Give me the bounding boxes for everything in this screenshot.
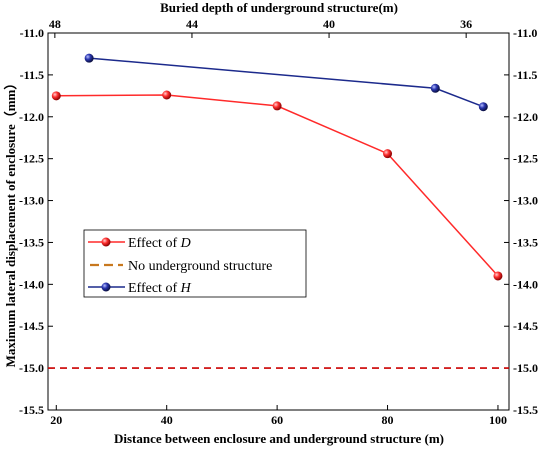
y-tick-label-left: -13.0: [19, 194, 44, 208]
y-tick-label-right: -13.5: [513, 235, 538, 249]
y-tick-label-left: -11.5: [20, 68, 44, 82]
x-tick-label-top: 36: [460, 17, 472, 31]
legend-label-h: Effect of H: [128, 281, 192, 296]
plot-frame: [47, 32, 510, 411]
legend-box: [83, 229, 307, 298]
legend-label-h-var: H: [180, 281, 192, 296]
y-tick-label-right: -12.0: [513, 110, 538, 124]
y-tick-label-left: -12.5: [19, 152, 44, 166]
data-point-0: [272, 101, 282, 111]
legend: Effect of D No underground structure Eff…: [83, 229, 307, 298]
legend-marker-h: [101, 282, 111, 292]
y-tick-label-right: -11.5: [513, 68, 537, 82]
y-tick-label-left: -11.0: [20, 26, 44, 40]
x-ticks-top: 48 44 40 36: [49, 17, 472, 38]
y-tick-label-right: -12.5: [513, 152, 538, 166]
legend-label-h-prefix: Effect of: [128, 281, 181, 296]
legend-label-d-prefix: Effect of: [128, 236, 181, 251]
series-layer: [48, 53, 509, 369]
x-tick-label-top: 40: [323, 17, 335, 31]
y-tick-label-right: -14.0: [513, 277, 538, 291]
x-tick-label-top: 48: [49, 17, 61, 31]
y-tick-label-left: -14.0: [19, 277, 44, 291]
data-point-0: [162, 90, 172, 100]
y-tick-label-right: -15.0: [513, 361, 538, 375]
series-line-2: [89, 57, 484, 108]
x-axis-title-top: Buried depth of underground structure(m): [160, 0, 398, 15]
y-ticks-right: -11.0 -11.5 -12.0 -12.5 -13.0 -13.5 -14.0 -14.5…: [504, 26, 538, 417]
y-axis-title: Maximum lateral displacement of enclosur…: [3, 77, 18, 368]
y-tick-label-left: -14.5: [19, 319, 44, 333]
y-tick-label-right: -13.0: [513, 194, 538, 208]
y-tick-label-left: -15.5: [19, 403, 44, 417]
data-point-0: [493, 271, 503, 281]
y-tick-label-left: -12.0: [19, 110, 44, 124]
y-tick-label-right: -15.5: [513, 403, 538, 417]
legend-marker-d: [101, 237, 111, 247]
x-tick-label-top: 44: [186, 17, 198, 31]
legend-label-d: Effect of D: [128, 236, 191, 251]
data-point-2: [430, 83, 440, 93]
x-tick-label-bottom: 20: [50, 413, 62, 427]
y-tick-label-right: -14.5: [513, 319, 538, 333]
data-point-2: [84, 53, 94, 63]
y-tick-label-right: -11.0: [513, 26, 537, 40]
y-tick-label-left: -15.0: [19, 361, 44, 375]
data-point-0: [383, 149, 393, 159]
x-tick-label-bottom: 100: [489, 413, 507, 427]
x-tick-label-bottom: 60: [271, 413, 283, 427]
x-axis-title-bottom: Distance between enclosure and undergrou…: [114, 431, 444, 446]
legend-label-none: No underground structure: [128, 259, 272, 274]
legend-label-d-var: D: [180, 236, 191, 251]
data-point-2: [478, 102, 488, 112]
x-tick-label-bottom: 40: [161, 413, 173, 427]
y-tick-label-left: -13.5: [19, 235, 44, 249]
x-ticks-bottom: 20 40 60 80 100: [50, 405, 507, 427]
data-point-0: [51, 91, 61, 101]
x-tick-label-bottom: 80: [382, 413, 394, 427]
